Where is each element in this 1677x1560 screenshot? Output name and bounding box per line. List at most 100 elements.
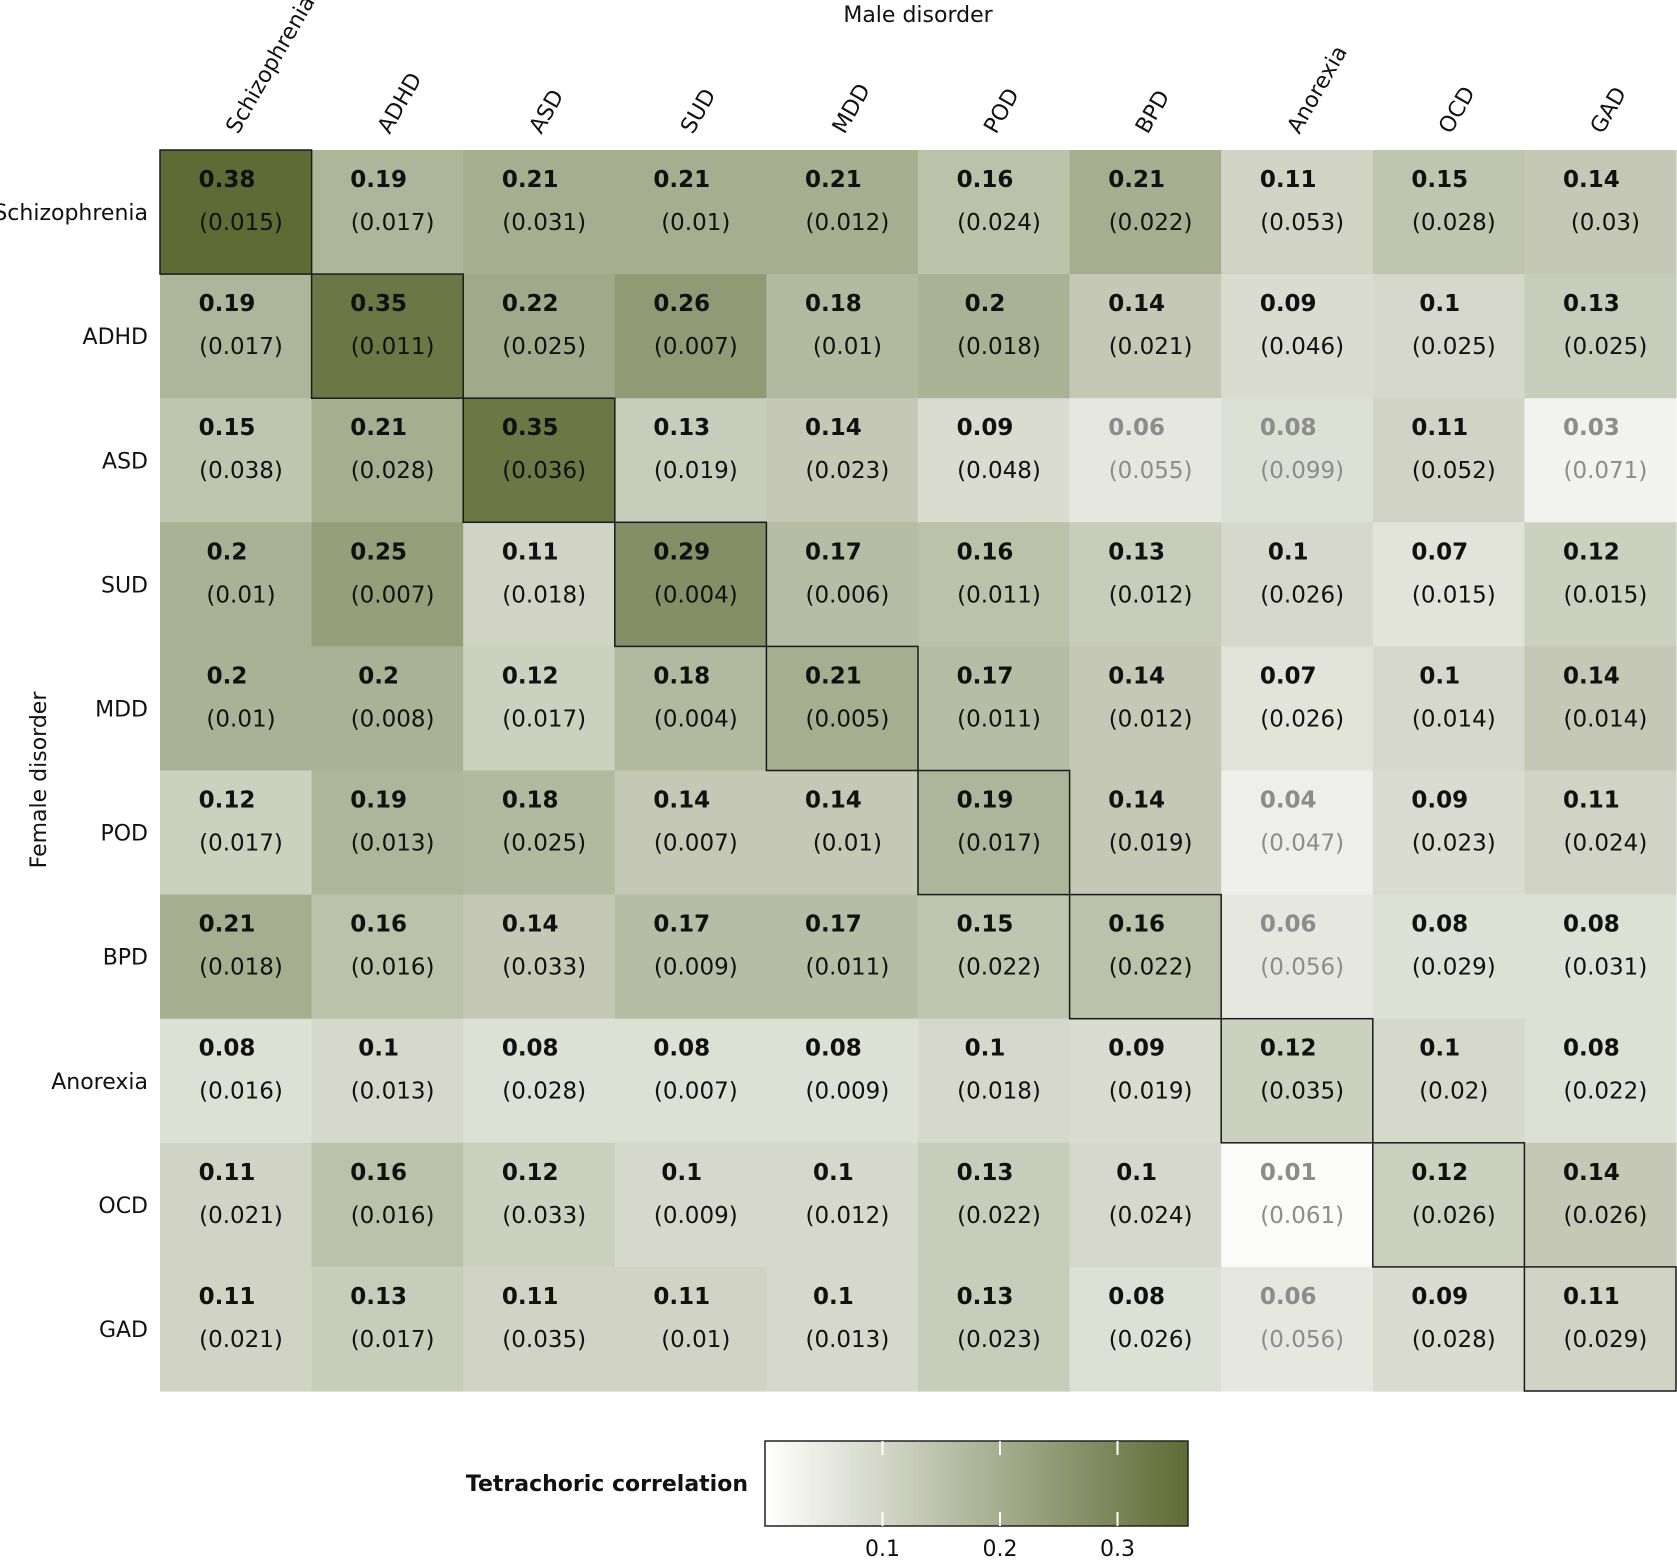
heatmap-cell — [1524, 1266, 1677, 1392]
cell-value-label: 0.11 — [1260, 167, 1317, 193]
cell-value-label: 0.04 — [1260, 788, 1317, 814]
diagonal-cell-outline — [614, 521, 768, 648]
legend-tick-label: 0.2 — [983, 1537, 1018, 1560]
cell-value-label: 0.21 — [1108, 167, 1165, 193]
cell-standard-error-label: (0.021) — [199, 1203, 283, 1229]
cell-value-label: 0.14 — [1108, 663, 1165, 689]
cell-value-label: 0.14 — [1108, 788, 1165, 814]
cell-standard-error-label: (0.007) — [654, 831, 738, 857]
cell-standard-error-label: (0.019) — [1109, 831, 1193, 857]
heatmap-cell — [1221, 398, 1374, 523]
diagonal-outlines — [159, 149, 1677, 1392]
cell-standard-error-label: (0.021) — [1109, 334, 1193, 360]
cell-value-label: 0.06 — [1260, 1284, 1317, 1310]
heatmap-cell — [1221, 522, 1374, 647]
cell-value-label: 0.1 — [358, 1036, 399, 1062]
column-label: SUD — [676, 85, 721, 138]
heatmap-cell — [1372, 770, 1525, 896]
heatmap-cell — [1221, 1018, 1374, 1144]
legend-tick-label: 0.3 — [1100, 1537, 1135, 1560]
heatmap-cell — [1069, 770, 1222, 896]
cell-standard-error-label: (0.022) — [1564, 1079, 1648, 1105]
row-label: ADHD — [83, 325, 148, 350]
cell-value-label: 0.12 — [1411, 1160, 1468, 1186]
cell-standard-error-label: (0.005) — [806, 706, 890, 732]
cell-value-label: 0.2 — [965, 291, 1006, 317]
cell-standard-error-label: (0.015) — [1412, 582, 1496, 608]
y-axis-title: Female disorder — [27, 691, 52, 869]
cell-value-label: 0.25 — [350, 539, 407, 565]
cell-standard-error-label: (0.024) — [1564, 831, 1648, 857]
cell-value-label: 0.2 — [358, 663, 399, 689]
cell-standard-error-label: (0.024) — [957, 210, 1041, 236]
row-label: Anorexia — [51, 1070, 148, 1095]
heatmap-cell — [1069, 1142, 1222, 1268]
cell-value-label: 0.21 — [805, 167, 862, 193]
cell-value-label: 0.1 — [1116, 1160, 1157, 1186]
column-label: Anorexia — [1283, 42, 1353, 138]
cell-standard-error-label: (0.012) — [1109, 582, 1193, 608]
cell-value-label: 0.11 — [502, 1284, 559, 1310]
cell-value-label: 0.21 — [653, 167, 710, 193]
cell-standard-error-label: (0.056) — [1260, 955, 1344, 981]
cell-value-label: 0.12 — [1563, 539, 1620, 565]
cell-standard-error-label: (0.024) — [1109, 1203, 1193, 1229]
cell-standard-error-label: (0.01) — [206, 706, 275, 732]
heatmap-cell — [918, 1142, 1071, 1268]
cell-standard-error-label: (0.009) — [806, 1079, 890, 1105]
heatmap-cell — [463, 646, 616, 772]
diagonal-cell-outline — [1068, 893, 1222, 1020]
cell-value-label: 0.38 — [199, 167, 256, 193]
cell-value-label: 0.13 — [350, 1284, 407, 1310]
heatmap-cell — [1524, 1018, 1677, 1144]
cell-value-label: 0.08 — [199, 1036, 256, 1062]
heatmap-cell — [614, 646, 767, 772]
heatmap-cell — [463, 894, 616, 1020]
cell-standard-error-label: (0.019) — [654, 458, 738, 484]
row-label: ASD — [102, 449, 148, 474]
cell-standard-error-label: (0.004) — [654, 706, 738, 732]
column-label: BPD — [1131, 86, 1175, 138]
diagonal-cell-outline — [917, 769, 1071, 896]
cell-value-label: 0.16 — [350, 1160, 407, 1186]
heatmap-cell — [1069, 150, 1222, 275]
cell-value-label: 0.09 — [1108, 1036, 1165, 1062]
cell-value-label: 0.19 — [957, 788, 1014, 814]
cell-standard-error-label: (0.036) — [502, 458, 586, 484]
heatmap-cell — [160, 646, 313, 772]
column-label: ADHD — [373, 69, 427, 138]
heatmap-cell — [1372, 894, 1525, 1020]
cell-value-label: 0.08 — [502, 1036, 559, 1062]
diagonal-cell-outline — [1523, 1266, 1677, 1392]
legend-color-bar — [764, 1440, 1189, 1527]
cell-standard-error-label: (0.011) — [957, 582, 1041, 608]
cell-standard-error-label: (0.016) — [351, 955, 435, 981]
cell-value-label: 0.15 — [957, 912, 1014, 938]
cell-standard-error-label: (0.017) — [199, 334, 283, 360]
heatmap-cell — [614, 398, 767, 523]
cell-standard-error-label: (0.01) — [206, 582, 275, 608]
heatmap-cell — [1372, 274, 1525, 399]
cell-standard-error-label: (0.028) — [351, 458, 435, 484]
cell-standard-error-label: (0.007) — [351, 582, 435, 608]
cell-value-label: 0.21 — [199, 912, 256, 938]
cell-value-label: 0.09 — [957, 415, 1014, 441]
cell-value-label: 0.14 — [1563, 1160, 1620, 1186]
cell-value-label: 0.11 — [1563, 788, 1620, 814]
heatmap-cell — [614, 150, 767, 275]
cell-value-label: 0.29 — [653, 539, 710, 565]
cell-value-label: 0.09 — [1260, 291, 1317, 317]
cell-value-label: 0.16 — [1108, 912, 1165, 938]
cell-value-label: 0.1 — [1268, 539, 1309, 565]
column-label: GAD — [1586, 83, 1632, 138]
heatmap-cell — [1524, 770, 1677, 896]
cell-value-label: 0.18 — [805, 291, 862, 317]
heatmap-cell — [1372, 1142, 1525, 1268]
heatmap-cell — [160, 150, 313, 275]
cell-standard-error-label: (0.017) — [351, 210, 435, 236]
heatmap-cell — [311, 1266, 464, 1392]
cell-standard-error-label: (0.023) — [957, 1327, 1041, 1353]
cell-value-label: 0.2 — [207, 663, 248, 689]
cell-standard-error-label: (0.031) — [1564, 955, 1648, 981]
cell-value-label: 0.14 — [502, 912, 559, 938]
